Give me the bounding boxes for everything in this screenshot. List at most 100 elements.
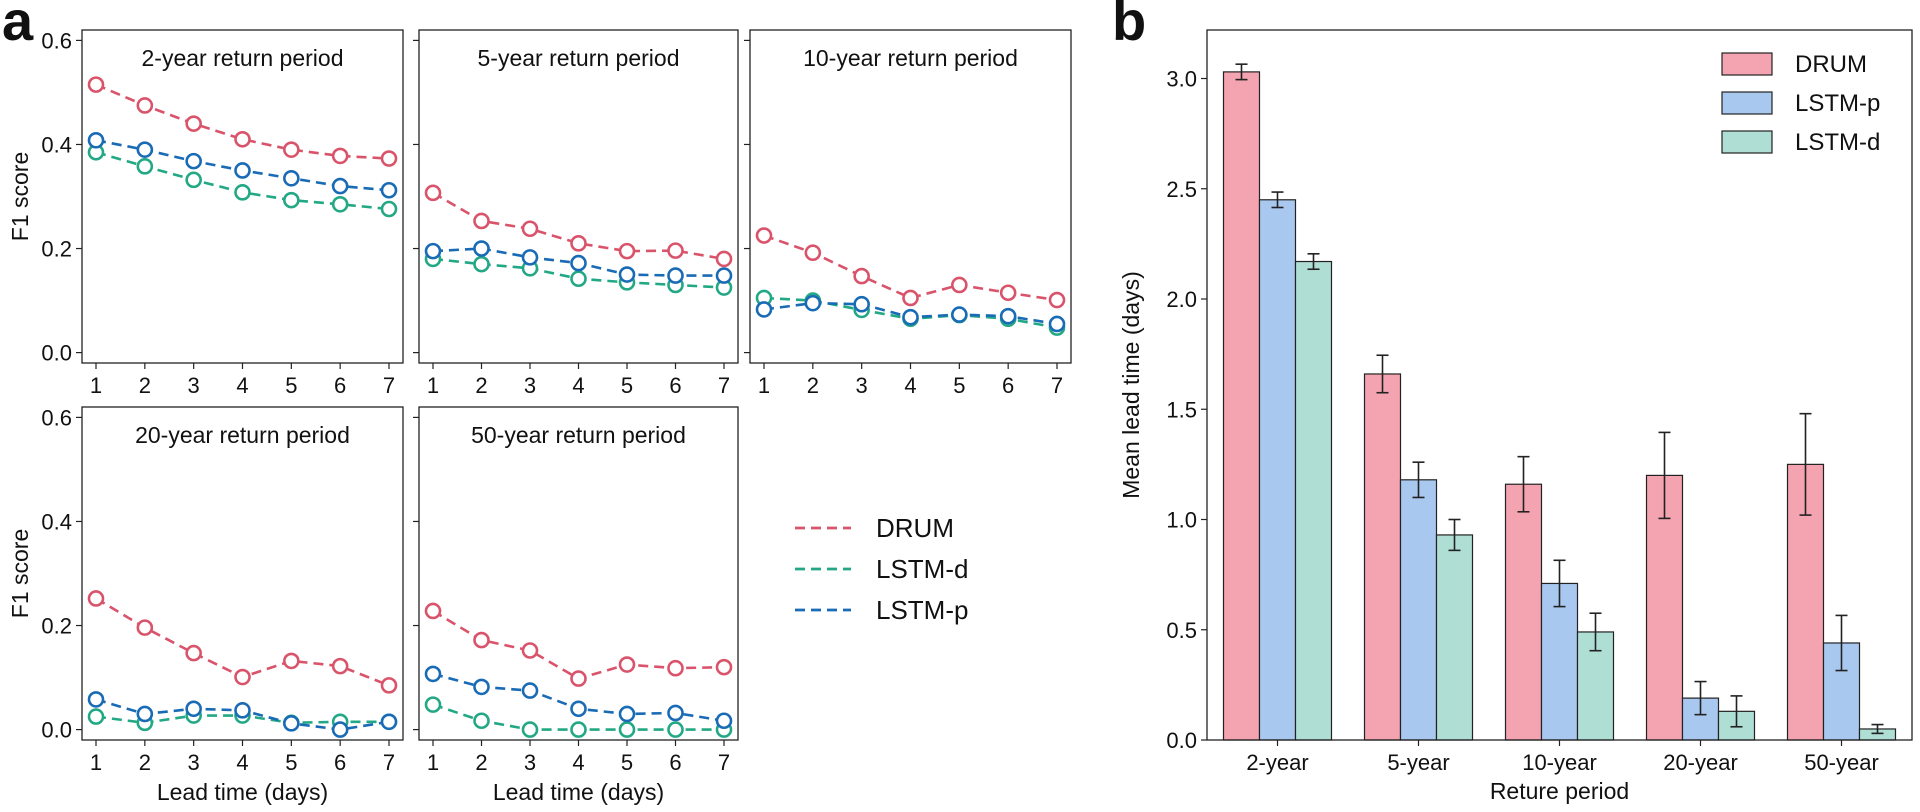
data-point-drum [951, 276, 968, 294]
data-point-lstm-d [234, 184, 251, 201]
x-axis-label: Lead time (days) [157, 779, 328, 805]
data-point-drum [283, 141, 300, 158]
data-point-lstm-p [87, 691, 105, 708]
data-point-lstm-p [755, 301, 773, 318]
line-chart-a2: 1 2 3 4 5 6 7 5-year return period [413, 29, 739, 398]
panel-label-b: b [1112, 0, 1146, 52]
legend-label: DRUM [876, 513, 954, 543]
x-tick-label: 1 [427, 750, 439, 775]
data-point-drum [473, 212, 490, 230]
bar-lstm-p [1258, 199, 1297, 741]
data-point-lstm-d [521, 721, 539, 738]
data-point-lstm-p [331, 177, 349, 195]
data-point-drum [185, 115, 202, 132]
x-tick-label: 7 [383, 373, 395, 398]
data-point-drum [424, 184, 442, 202]
data-point-drum [715, 658, 733, 676]
x-tick-label: 3 [524, 373, 536, 398]
y-tick-label: 1.0 [1166, 508, 1197, 533]
data-point-drum [755, 227, 773, 244]
data-point-lstm-d [136, 158, 154, 175]
x-axis-label: Reture period [1490, 778, 1629, 804]
bar-lstm-p [1399, 479, 1438, 741]
y-tick-label: 0.2 [41, 237, 72, 262]
plot-frame [418, 29, 739, 364]
data-point-lstm-p [715, 267, 733, 284]
x-tick-label: 4 [236, 750, 248, 775]
data-point-drum [667, 659, 684, 677]
chart-title: 5-year return period [478, 45, 680, 71]
bar-drum [1222, 71, 1261, 741]
legend-label: LSTM-p [1795, 90, 1880, 117]
x-tick-label: 2 [139, 750, 151, 775]
data-point-lstm-p [87, 132, 105, 149]
data-point-lstm-p [521, 249, 539, 266]
data-point-drum [667, 242, 684, 259]
panel-label-a: a [2, 0, 34, 52]
x-tick-label: 3 [188, 373, 200, 398]
data-point-lstm-p [136, 141, 154, 158]
data-point-drum [715, 250, 733, 268]
data-point-lstm-p [185, 700, 202, 718]
data-point-lstm-p [999, 307, 1017, 325]
bar-drum [1363, 373, 1402, 741]
x-tick-label: 6 [669, 373, 681, 398]
data-point-lstm-d [331, 196, 349, 213]
legend-swatch-lstm-p [1721, 91, 1773, 115]
x-tick-label: 4 [904, 373, 916, 398]
x-tick-label: 1 [90, 750, 102, 775]
data-point-lstm-p [853, 295, 870, 313]
x-tick-label: 2 [807, 373, 819, 398]
data-point-lstm-p [473, 678, 490, 696]
legend-label: LSTM-d [876, 554, 968, 584]
data-point-drum [570, 670, 587, 687]
y-axis-label: Mean lead time (days) [1118, 271, 1144, 499]
legend-label: DRUM [1795, 51, 1867, 78]
data-point-lstm-p [1048, 315, 1066, 333]
data-point-lstm-p [380, 713, 398, 731]
y-axis-label: F1 score [7, 529, 33, 618]
line-legend: DRUM LSTM-d LSTM-p [795, 513, 968, 625]
legend-swatch-drum [1721, 52, 1773, 76]
data-point-drum [570, 235, 587, 252]
data-point-lstm-d [87, 708, 105, 725]
data-point-lstm-p [331, 721, 349, 738]
x-tick-label: 5 [953, 373, 965, 398]
data-point-lstm-p [424, 665, 442, 683]
x-axis-label: Lead time (days) [493, 779, 664, 805]
data-point-lstm-p [667, 704, 684, 722]
data-point-lstm-d [570, 721, 587, 738]
y-tick-label: 0.0 [41, 341, 72, 366]
data-point-drum [185, 644, 202, 662]
data-point-lstm-d [570, 270, 587, 288]
chart-title: 2-year return period [142, 45, 344, 71]
data-point-drum [234, 130, 251, 148]
data-point-drum [1048, 291, 1066, 309]
y-tick-label: 0.0 [41, 718, 72, 743]
y-axis-label: F1 score [7, 152, 33, 241]
data-point-drum [618, 242, 636, 260]
data-point-lstm-p [473, 240, 490, 257]
data-point-lstm-p [570, 254, 587, 272]
x-tick-label: 2 [475, 373, 487, 398]
x-tick-label: 5 [285, 750, 297, 775]
data-point-lstm-p [234, 162, 251, 179]
data-point-lstm-d [424, 696, 442, 713]
chart-title: 50-year return period [471, 422, 686, 448]
x-tick-label: 5 [621, 750, 633, 775]
bar-lstm-p [1540, 582, 1579, 741]
data-point-lstm-d [473, 255, 490, 273]
x-tick-label: 6 [334, 373, 346, 398]
bar-chart: 0.0 0.5 1.0 1.5 2.0 2.5 3.0 2-year 5-year 10-year… [1118, 29, 1913, 804]
data-point-drum [902, 289, 919, 307]
data-point-drum [331, 657, 349, 675]
y-tick-label: 2.0 [1166, 287, 1197, 312]
data-point-lstm-p [521, 682, 539, 699]
y-tick-label: 0.5 [1166, 618, 1197, 643]
legend-label: LSTM-p [876, 595, 968, 625]
x-tick-label: 7 [718, 750, 730, 775]
bar-lstm-d [1294, 260, 1333, 741]
data-point-lstm-p [234, 702, 251, 719]
x-tick-label: 7 [383, 750, 395, 775]
